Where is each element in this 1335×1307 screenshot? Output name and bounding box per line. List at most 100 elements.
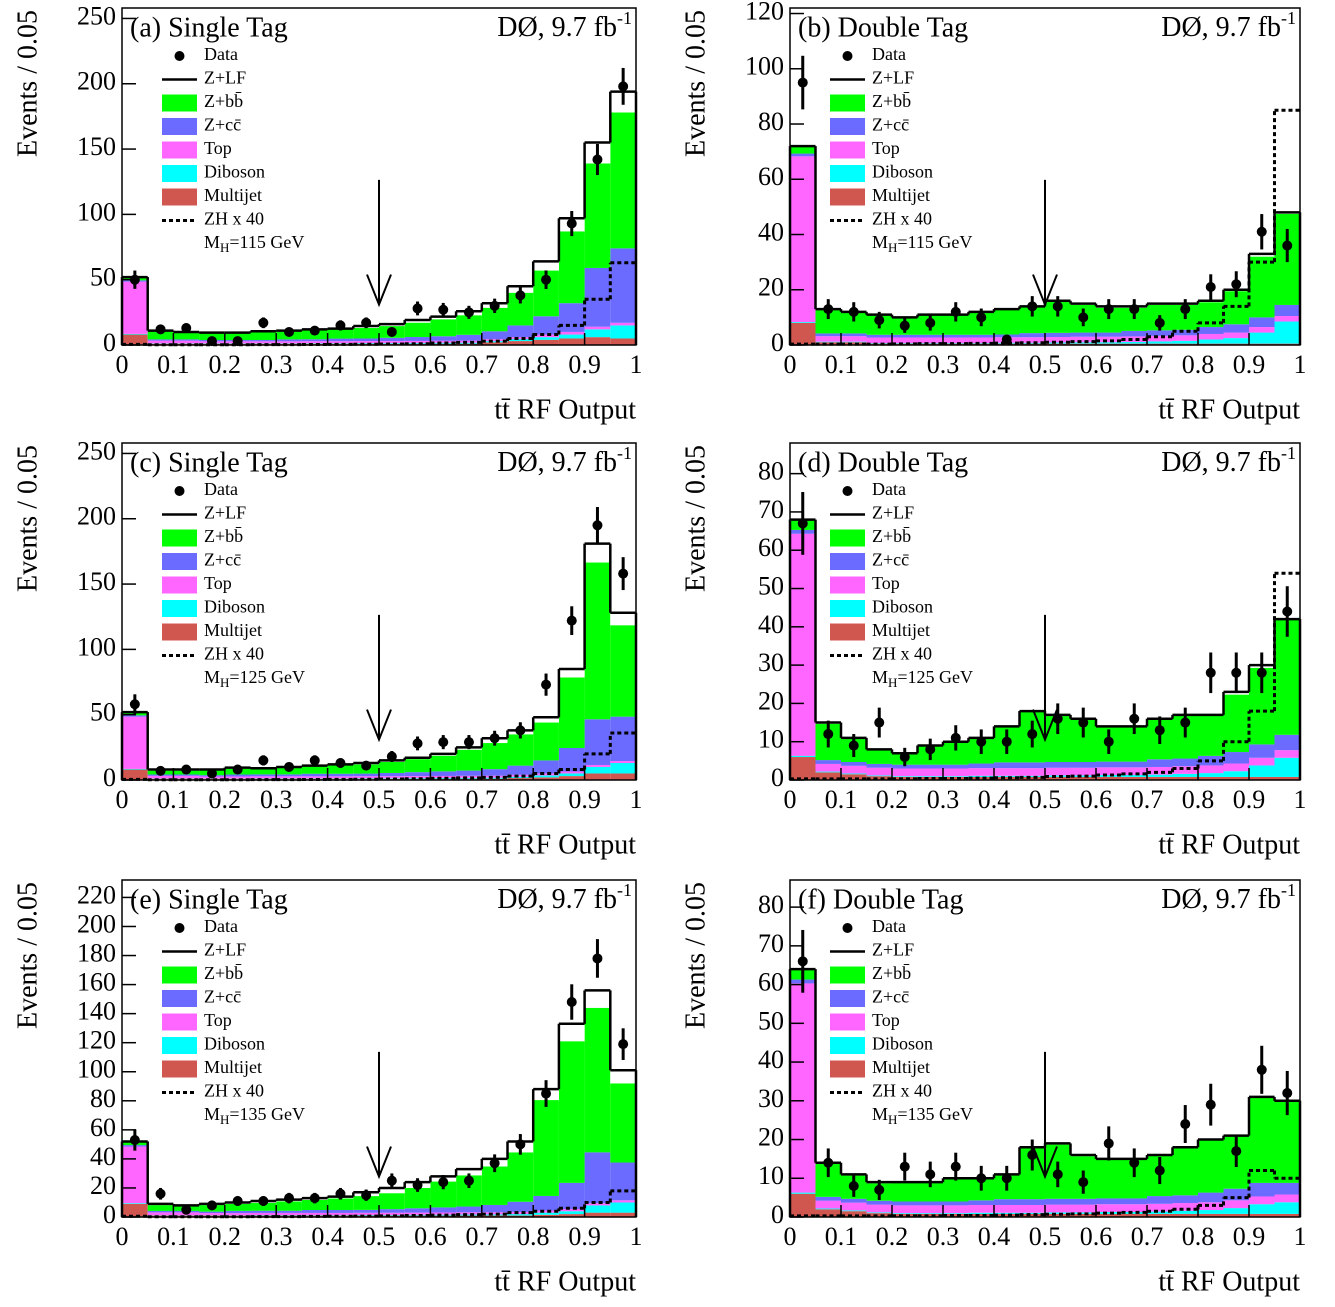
stack-segment: [584, 1152, 611, 1204]
data-point: [232, 336, 243, 347]
legend-marker: [830, 576, 865, 594]
data-point: [874, 1184, 885, 1195]
stack-segment: [968, 768, 994, 776]
stack-segment: [841, 342, 867, 345]
data-point: [258, 317, 269, 328]
mass-symbol: M: [872, 1104, 888, 1124]
stack-segment: [379, 337, 405, 342]
stack-segment: [892, 776, 918, 780]
stack-segment: [250, 332, 277, 341]
y-axis-label: Events / 0.05: [12, 882, 43, 1029]
stack-segment: [1147, 341, 1173, 344]
stack-segment: [866, 337, 892, 344]
stack-segment: [250, 776, 277, 779]
mass-text: =115 GeV: [229, 232, 304, 252]
stack-segment: [841, 762, 867, 766]
x-tick-label: 0.2: [876, 785, 909, 814]
legend-label: Z+cc̄: [204, 550, 241, 570]
panel-title: (c) Single Tag: [130, 447, 288, 478]
x-tick-label: 0: [784, 350, 797, 379]
data-point: [1180, 1119, 1191, 1130]
legend-marker: [162, 94, 197, 112]
stack-segment: [276, 341, 302, 344]
mass-text: =135 GeV: [229, 1104, 305, 1124]
stack-segment: [1198, 776, 1224, 780]
x-tick-label: 0: [784, 785, 797, 814]
data-point: [797, 956, 808, 967]
stack-segment: [943, 337, 969, 344]
legend-marker: [830, 1013, 865, 1031]
x-tick-label: 0.2: [209, 785, 242, 814]
stack-segment: [533, 775, 559, 778]
stack-segment: [1147, 1196, 1173, 1204]
stack-segment: [790, 322, 816, 323]
stack-segment: [327, 338, 354, 342]
stack-segment: [558, 1209, 585, 1212]
y-tick-label: 30: [758, 648, 784, 677]
data-point: [489, 733, 500, 744]
stack-segment: [584, 267, 611, 327]
data-point: [848, 1181, 859, 1192]
stack-segment: [1274, 619, 1300, 735]
stack-segment: [1274, 315, 1300, 322]
stack-segment: [917, 1205, 943, 1214]
panel-title: (f) Double Tag: [798, 884, 963, 915]
stack-segment: [1223, 752, 1249, 764]
data-point: [361, 760, 372, 771]
legend-label: Multijet: [872, 620, 930, 640]
stack-segment: [1070, 1198, 1096, 1205]
stack-segment: [507, 765, 534, 775]
x-tick-label: 0.9: [568, 785, 601, 814]
y-axis-label: Events / 0.05: [12, 445, 43, 592]
data-point: [1256, 226, 1267, 237]
mass-symbol: M: [204, 1104, 220, 1124]
stack-segment: [1274, 321, 1300, 344]
stack-segment: [1070, 1213, 1096, 1217]
stack-segment: [301, 339, 328, 342]
stack-segment: [1249, 757, 1275, 766]
data-point: [232, 1196, 243, 1207]
data-point: [438, 737, 449, 748]
data-point: [925, 744, 936, 755]
stack-segment: [1172, 1213, 1198, 1217]
data-point: [976, 736, 987, 747]
stack-segment: [404, 1208, 431, 1213]
legend-label: ZH x 40: [872, 209, 932, 229]
y-axis-label: Events / 0.05: [680, 445, 711, 592]
stack-segment: [430, 1212, 457, 1215]
stack-segment: [1274, 776, 1300, 780]
stack-segment: [507, 778, 534, 780]
stack-segment: [994, 1204, 1020, 1213]
stack-segment: [404, 778, 431, 779]
legend-marker: [830, 600, 865, 617]
data-point: [361, 1190, 372, 1201]
stack-segment: [353, 773, 379, 777]
data-point: [618, 1039, 629, 1050]
stack-segment: [866, 334, 892, 338]
y-tick-label: 0: [771, 763, 784, 792]
data-point: [899, 320, 910, 331]
stack-segment: [943, 776, 969, 777]
stack-segment: [841, 774, 867, 780]
stack-segment: [1045, 342, 1071, 344]
stack-segment: [379, 1209, 405, 1213]
stack-segment: [790, 1193, 816, 1217]
stack-segment: [1019, 342, 1045, 344]
x-tick-label: 0.8: [1182, 350, 1215, 379]
stack-segment: [456, 1169, 482, 1176]
data-point: [848, 306, 859, 317]
stack-segment: [943, 776, 969, 780]
stack-segment: [430, 755, 457, 772]
stack-segment: [1147, 1203, 1173, 1212]
stack-segment: [1045, 776, 1071, 780]
stack-segment: [301, 1210, 328, 1213]
stack-segment: [533, 334, 559, 338]
stack-segment: [224, 774, 251, 777]
stack-segment: [173, 340, 200, 344]
data-point: [1205, 281, 1216, 292]
stack-segment: [1070, 336, 1096, 343]
x-axis-label: tt̄ RF Output: [1158, 394, 1300, 425]
legend-label: Z+cc̄: [872, 115, 909, 135]
stack-segment: [917, 1213, 943, 1217]
legend-marker: [830, 188, 865, 206]
